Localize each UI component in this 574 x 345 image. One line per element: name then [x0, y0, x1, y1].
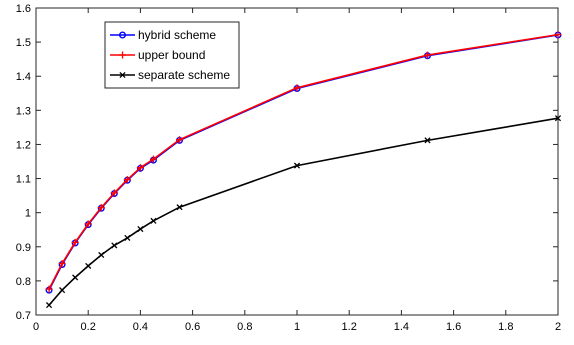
x-tick-label: 1.4	[394, 321, 409, 333]
data-point	[97, 204, 105, 212]
y-tick-label: 1.5	[16, 37, 31, 49]
x-tick-label: 0	[33, 321, 39, 333]
data-point	[424, 137, 431, 144]
y-tick-label: 1.4	[16, 71, 31, 83]
data-point	[293, 162, 301, 169]
data-point	[136, 164, 144, 172]
axis-ticks: 0 0.2 0.4 0.6 0.8 1 1.2 1.4 1.6 1.8 2 0.7 0.8 0.9 1 1.1…	[16, 3, 561, 333]
legend-marker	[119, 71, 126, 79]
data-point	[84, 220, 92, 228]
y-tick-label: 1.2	[16, 139, 31, 151]
y-tick-label: 0.9	[16, 242, 31, 254]
data-point	[123, 176, 131, 184]
data-point	[110, 189, 118, 197]
y-tick-label: 1	[25, 208, 31, 220]
legend-marker	[118, 31, 126, 39]
x-tick-label: 2	[555, 321, 561, 333]
data-point	[71, 238, 79, 246]
y-tick-label: 1.6	[16, 3, 31, 15]
legend-label: hybrid scheme	[138, 28, 216, 42]
data-point	[111, 242, 118, 249]
legend-item: separate scheme	[110, 68, 230, 82]
series-layer	[45, 31, 562, 309]
data-point	[124, 234, 131, 241]
data-point	[85, 262, 92, 269]
data-point	[45, 302, 53, 309]
x-tick-label: 0.8	[237, 321, 252, 333]
y-tick-label: 1.1	[16, 174, 31, 186]
data-point	[554, 31, 562, 39]
x-tick-label: 1.6	[446, 321, 461, 333]
legend-item: upper bound	[110, 48, 205, 62]
data-point	[176, 136, 184, 144]
x-tick-label: 0.2	[81, 321, 96, 333]
x-tick-label: 1.2	[342, 321, 357, 333]
data-point	[149, 155, 157, 163]
legend-marker	[119, 51, 126, 59]
x-tick-label: 1.8	[498, 321, 513, 333]
data-point	[98, 251, 105, 259]
data-point	[72, 274, 79, 281]
y-tick-label: 0.8	[16, 276, 31, 288]
legend: hybrid scheme upper bound separate scheme	[104, 21, 240, 89]
series-separate-scheme	[45, 115, 562, 309]
data-point	[554, 115, 562, 122]
data-point	[176, 204, 183, 211]
data-point	[424, 51, 431, 59]
data-point	[150, 217, 157, 224]
data-point	[293, 84, 301, 92]
y-tick-label: 0.7	[16, 310, 31, 322]
data-point	[45, 285, 53, 293]
x-tick-label: 0.6	[185, 321, 200, 333]
x-tick-label: 1	[294, 321, 300, 333]
legend-item: hybrid scheme	[110, 28, 216, 42]
data-point	[58, 259, 66, 267]
x-tick-label: 0.4	[133, 321, 148, 333]
series-upper-bound	[45, 31, 562, 293]
legend-label: separate scheme	[138, 68, 230, 82]
legend-label: upper bound	[138, 48, 205, 62]
data-point	[137, 225, 144, 233]
y-tick-label: 1.3	[16, 105, 31, 117]
data-point	[59, 287, 66, 294]
